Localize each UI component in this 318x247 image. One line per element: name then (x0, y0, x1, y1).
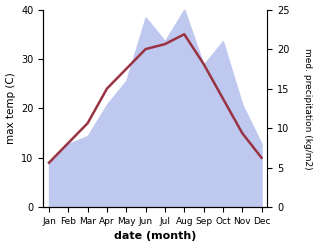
Y-axis label: med. precipitation (kg/m2): med. precipitation (kg/m2) (303, 48, 313, 169)
Y-axis label: max temp (C): max temp (C) (5, 72, 16, 144)
X-axis label: date (month): date (month) (114, 231, 197, 242)
